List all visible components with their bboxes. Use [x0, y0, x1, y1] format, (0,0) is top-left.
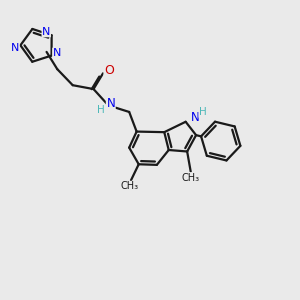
Text: O: O [104, 64, 114, 77]
Text: N: N [191, 111, 200, 124]
Text: H: H [97, 105, 105, 115]
Text: CH₃: CH₃ [120, 181, 139, 191]
Text: N: N [11, 43, 19, 53]
Text: H: H [199, 107, 207, 117]
Text: N: N [53, 48, 61, 58]
Text: CH₃: CH₃ [182, 172, 200, 183]
Text: N: N [106, 98, 115, 110]
Text: N: N [42, 27, 50, 37]
